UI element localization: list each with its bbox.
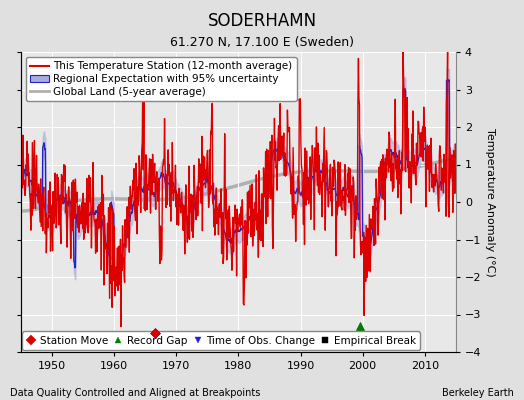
- Y-axis label: Temperature Anomaly (°C): Temperature Anomaly (°C): [485, 128, 495, 276]
- Text: SODERHAMN: SODERHAMN: [208, 12, 316, 30]
- Legend: Station Move, Record Gap, Time of Obs. Change, Empirical Break: Station Move, Record Gap, Time of Obs. C…: [22, 332, 420, 350]
- Text: 61.270 N, 17.100 E (Sweden): 61.270 N, 17.100 E (Sweden): [170, 36, 354, 49]
- Text: Berkeley Earth: Berkeley Earth: [442, 388, 514, 398]
- Text: Data Quality Controlled and Aligned at Breakpoints: Data Quality Controlled and Aligned at B…: [10, 388, 261, 398]
